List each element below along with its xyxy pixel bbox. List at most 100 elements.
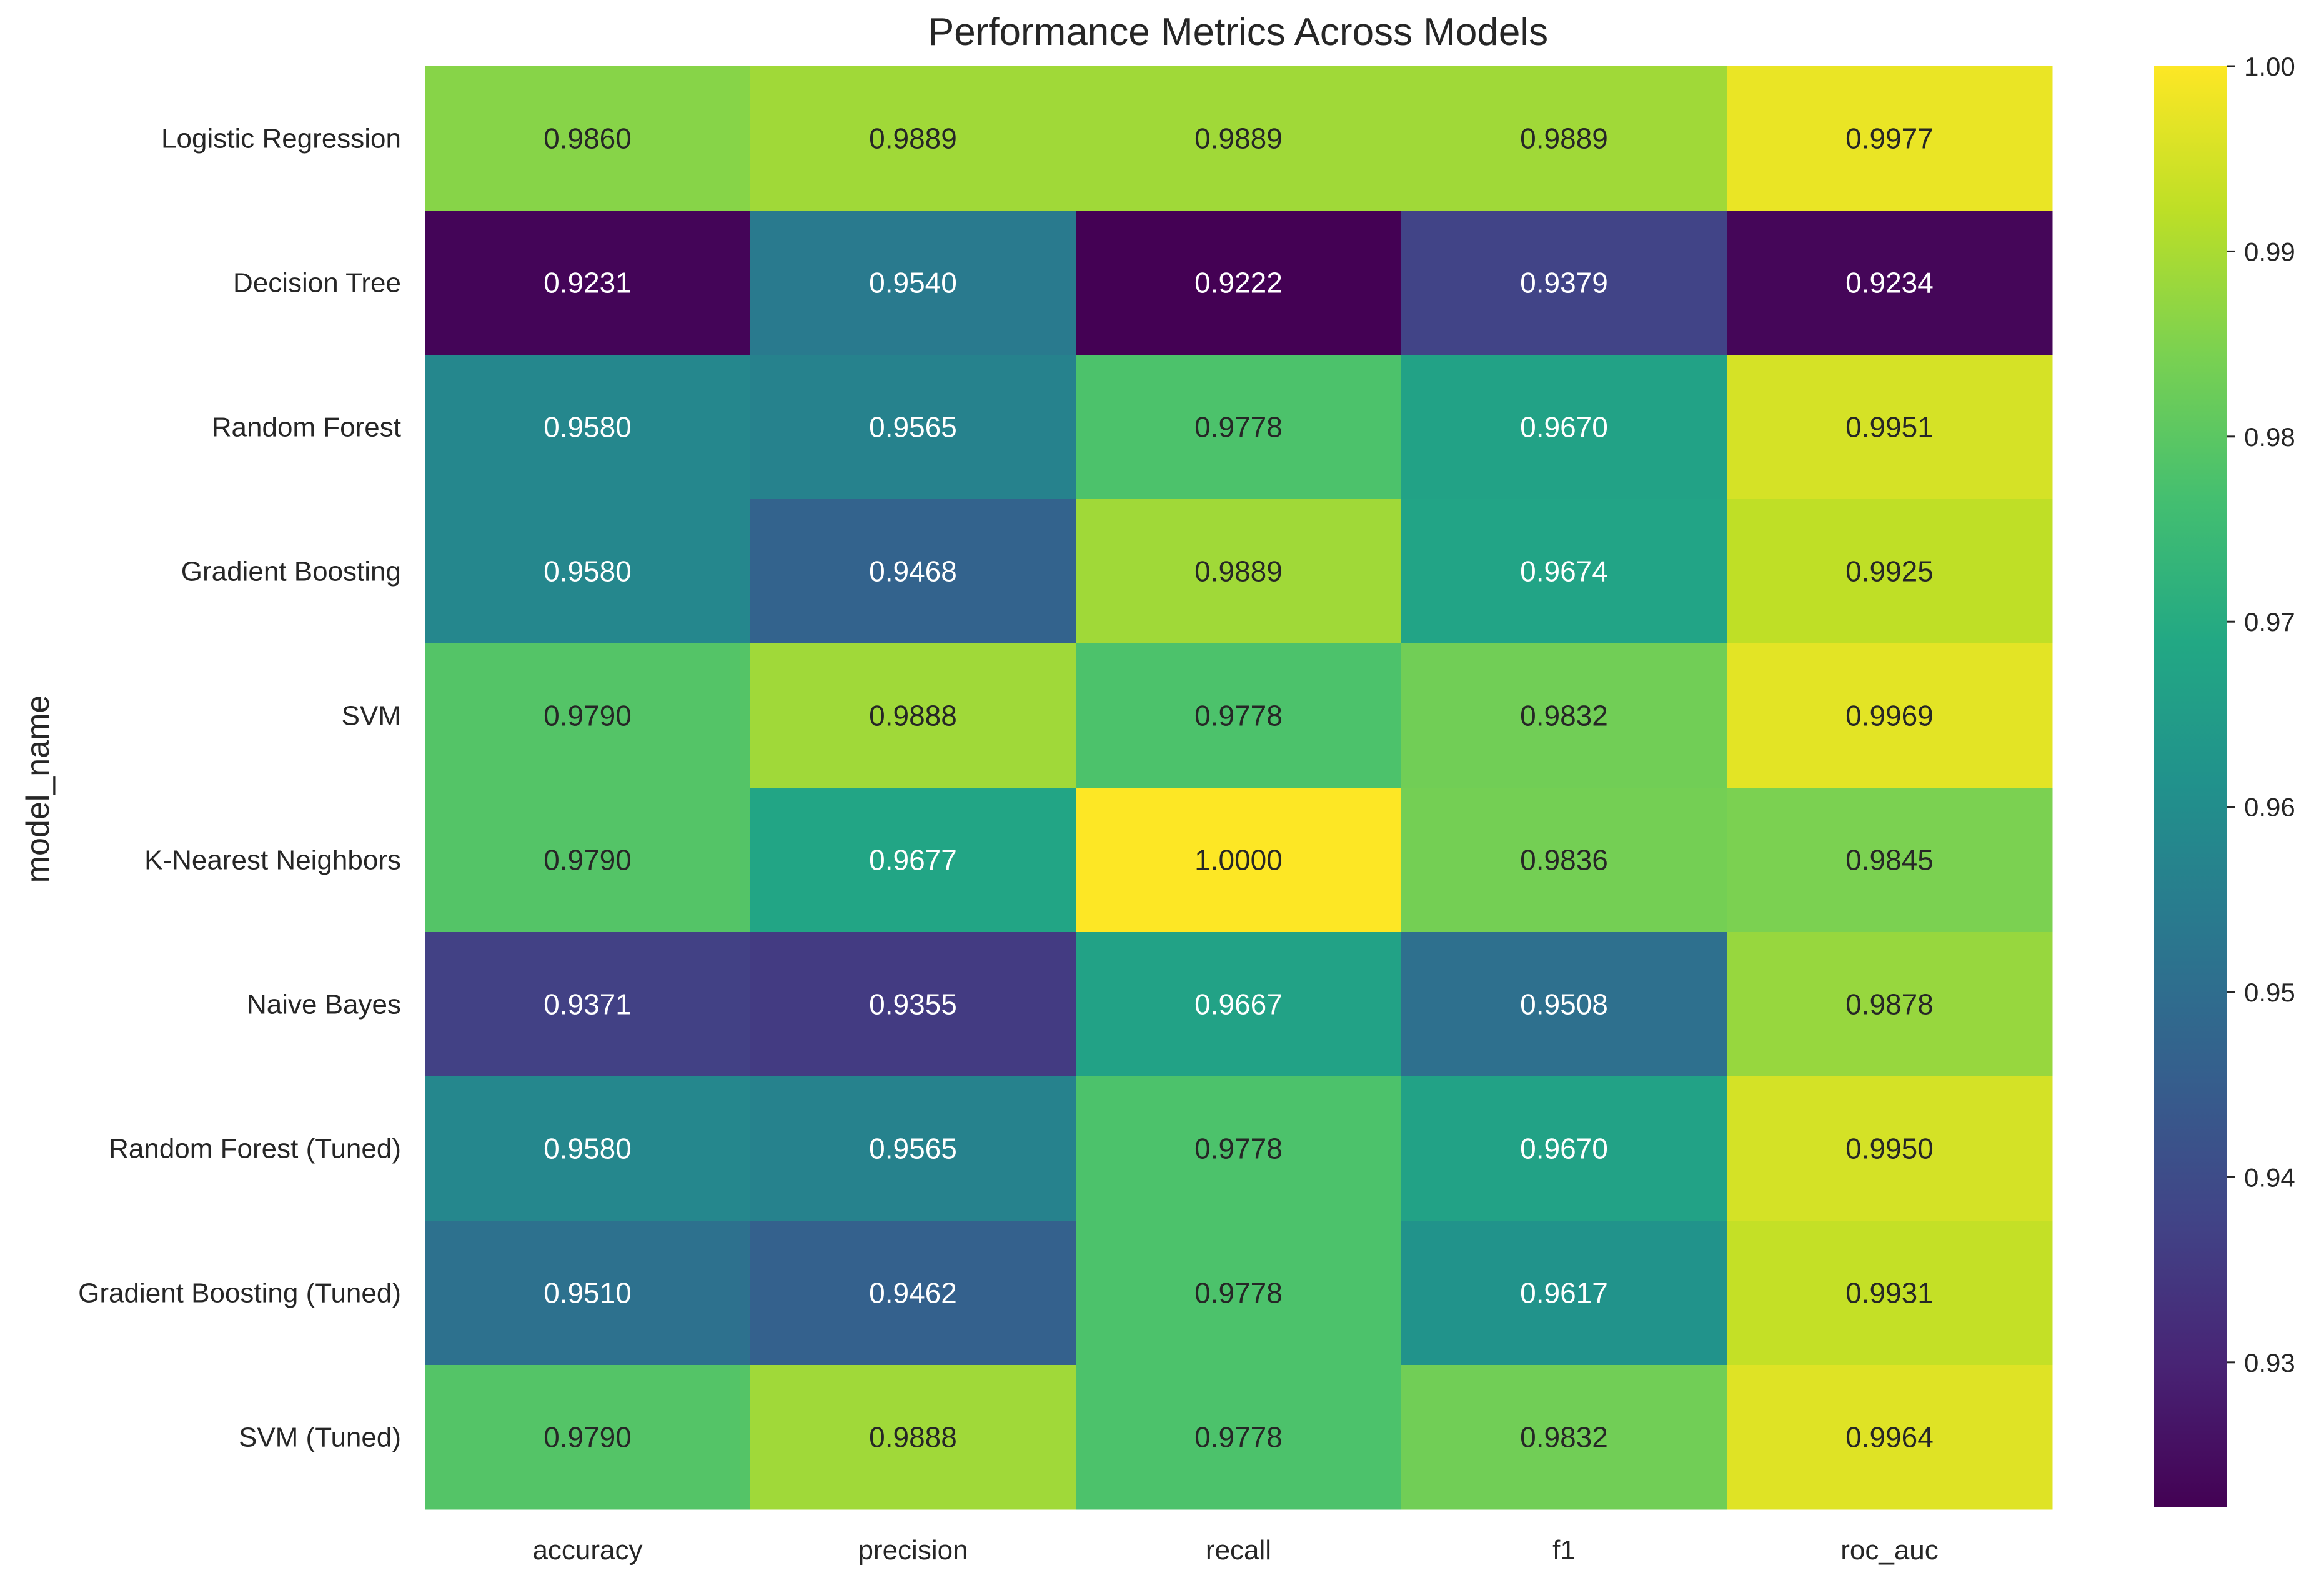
- cell-value-label: 0.9778: [1194, 411, 1283, 444]
- y-tick-label: Naive Bayes: [247, 990, 401, 1020]
- cell-value-label: 0.9670: [1520, 411, 1608, 444]
- x-tick-label: roc_auc: [1840, 1535, 1939, 1566]
- colorbar-tick-label: 0.97: [2244, 607, 2295, 637]
- cell-value-label: 0.9889: [1194, 555, 1283, 588]
- cell-value-label: 0.9540: [869, 267, 957, 299]
- cell-value-label: 0.9565: [869, 411, 957, 444]
- cell-value-label: 0.9888: [869, 700, 957, 732]
- x-tick-label: f1: [1552, 1535, 1576, 1566]
- heatmap-cell: [750, 932, 1076, 1077]
- colorbar-tick-label: 1.00: [2244, 52, 2295, 81]
- cell-value-label: 0.9977: [1845, 122, 1934, 155]
- heatmap-cell: [750, 499, 1076, 644]
- cell-value-label: 0.9222: [1194, 267, 1283, 299]
- heatmap-cell: [425, 211, 751, 355]
- cell-value-label: 0.9580: [544, 411, 632, 444]
- cell-value-label: 0.9925: [1845, 555, 1934, 588]
- heatmap-cell: [425, 788, 751, 933]
- heatmap-cells: [425, 66, 2053, 1510]
- heatmap-cell: [425, 643, 751, 788]
- cell-value-label: 0.9670: [1520, 1133, 1608, 1165]
- cell-value-label: 0.9510: [544, 1277, 632, 1309]
- heatmap-cell: [750, 211, 1076, 355]
- y-tick-label: SVM (Tuned): [239, 1422, 401, 1453]
- heatmap-cell: [750, 1076, 1076, 1221]
- y-tick-label: Gradient Boosting (Tuned): [78, 1278, 401, 1309]
- heatmap-cell: [750, 1365, 1076, 1510]
- y-tick-label: Random Forest: [212, 412, 401, 443]
- heatmap-cell: [750, 355, 1076, 500]
- heatmap-cell: [425, 932, 751, 1077]
- heatmap-cell: [1401, 932, 1727, 1077]
- heatmap-cell: [1076, 211, 1402, 355]
- heatmap-cell: [1727, 788, 2053, 933]
- x-tick-label: recall: [1206, 1535, 1271, 1566]
- heatmap-cell: [425, 499, 751, 644]
- heatmap-cell: [425, 66, 751, 211]
- heatmap-cell: [750, 788, 1076, 933]
- cell-value-label: 0.9836: [1520, 844, 1608, 876]
- heatmap-cell: [1727, 211, 2053, 355]
- heatmap-cell: [750, 66, 1076, 211]
- cell-value-label: 0.9969: [1845, 700, 1934, 732]
- heatmap-cell: [1401, 1365, 1727, 1510]
- cell-value-label: 0.9950: [1845, 1133, 1934, 1165]
- cell-value-label: 0.9674: [1520, 555, 1608, 588]
- cell-value-label: 0.9832: [1520, 700, 1608, 732]
- cell-value-label: 0.9860: [544, 122, 632, 155]
- y-tick-label: Logistic Regression: [161, 124, 401, 154]
- y-tick-label: Random Forest (Tuned): [109, 1134, 401, 1164]
- y-tick-label: Gradient Boosting: [181, 557, 401, 587]
- heatmap-cell: [1401, 499, 1727, 644]
- heatmap-cell: [1076, 499, 1402, 644]
- heatmap-cell: [1076, 1365, 1402, 1510]
- heatmap-cell: [425, 355, 751, 500]
- colorbar-tick-label: 0.93: [2244, 1348, 2295, 1377]
- cell-value-label: 0.9231: [544, 267, 632, 299]
- cell-value-label: 0.9951: [1845, 411, 1934, 444]
- heatmap-cell: [1727, 1076, 2053, 1221]
- heatmap-cell: [1727, 355, 2053, 500]
- x-tick-label: accuracy: [532, 1535, 642, 1566]
- cell-value-label: 0.9778: [1194, 1421, 1283, 1454]
- cell-value-label: 0.9565: [869, 1133, 957, 1165]
- y-tick-labels: Logistic Regression Decision Tree Random F…: [78, 124, 401, 1453]
- cell-value-label: 0.9355: [869, 988, 957, 1021]
- heatmap-cell: [1401, 355, 1727, 500]
- heatmap-cell: [1401, 643, 1727, 788]
- cell-value-label: 0.9508: [1520, 988, 1608, 1021]
- heatmap-cell: [1727, 643, 2053, 788]
- heatmap-cell: [750, 1221, 1076, 1366]
- cell-value-label: 0.9889: [1194, 122, 1283, 155]
- cell-value-label: 0.9580: [544, 555, 632, 588]
- heatmap-cell: [1076, 643, 1402, 788]
- cell-value-label: 0.9931: [1845, 1277, 1934, 1309]
- colorbar-ticks: 0.93 0.94 0.95 0.96 0.97 0.98 0.99 1.00: [2227, 52, 2295, 1377]
- heatmap-cell: [1076, 788, 1402, 933]
- heatmap-cell: [1727, 932, 2053, 1077]
- heatmap-cell: [1727, 499, 2053, 644]
- y-tick-label: Decision Tree: [233, 268, 401, 299]
- colorbar-tick-label: 0.94: [2244, 1163, 2295, 1192]
- cell-value-label: 0.9778: [1194, 1133, 1283, 1165]
- heatmap-cell: [1401, 1221, 1727, 1366]
- cell-value-label: 0.9580: [544, 1133, 632, 1165]
- heatmap-cell: [1076, 1076, 1402, 1221]
- cell-value-label: 0.9790: [544, 1421, 632, 1454]
- colorbar-tick-label: 0.96: [2244, 793, 2295, 822]
- cell-value-label: 0.9832: [1520, 1421, 1608, 1454]
- chart-title: Performance Metrics Across Models: [928, 11, 1548, 54]
- heatmap-cell: [1401, 788, 1727, 933]
- heatmap-cell: [425, 1076, 751, 1221]
- cell-value-label: 0.9790: [544, 700, 632, 732]
- heatmap-cell: [1401, 211, 1727, 355]
- colorbar: [2154, 66, 2227, 1507]
- cell-value-label: 0.9468: [869, 555, 957, 588]
- cell-value-label: 1.0000: [1194, 844, 1283, 876]
- heatmap-cell-labels: 0.9860 0.9889 0.9889 0.9889 0.9977 0.9231 0.95…: [544, 122, 1934, 1454]
- cell-value-label: 0.9889: [1520, 122, 1608, 155]
- heatmap-cell: [1076, 355, 1402, 500]
- heatmap-cell: [1076, 1221, 1402, 1366]
- cell-value-label: 0.9677: [869, 844, 957, 876]
